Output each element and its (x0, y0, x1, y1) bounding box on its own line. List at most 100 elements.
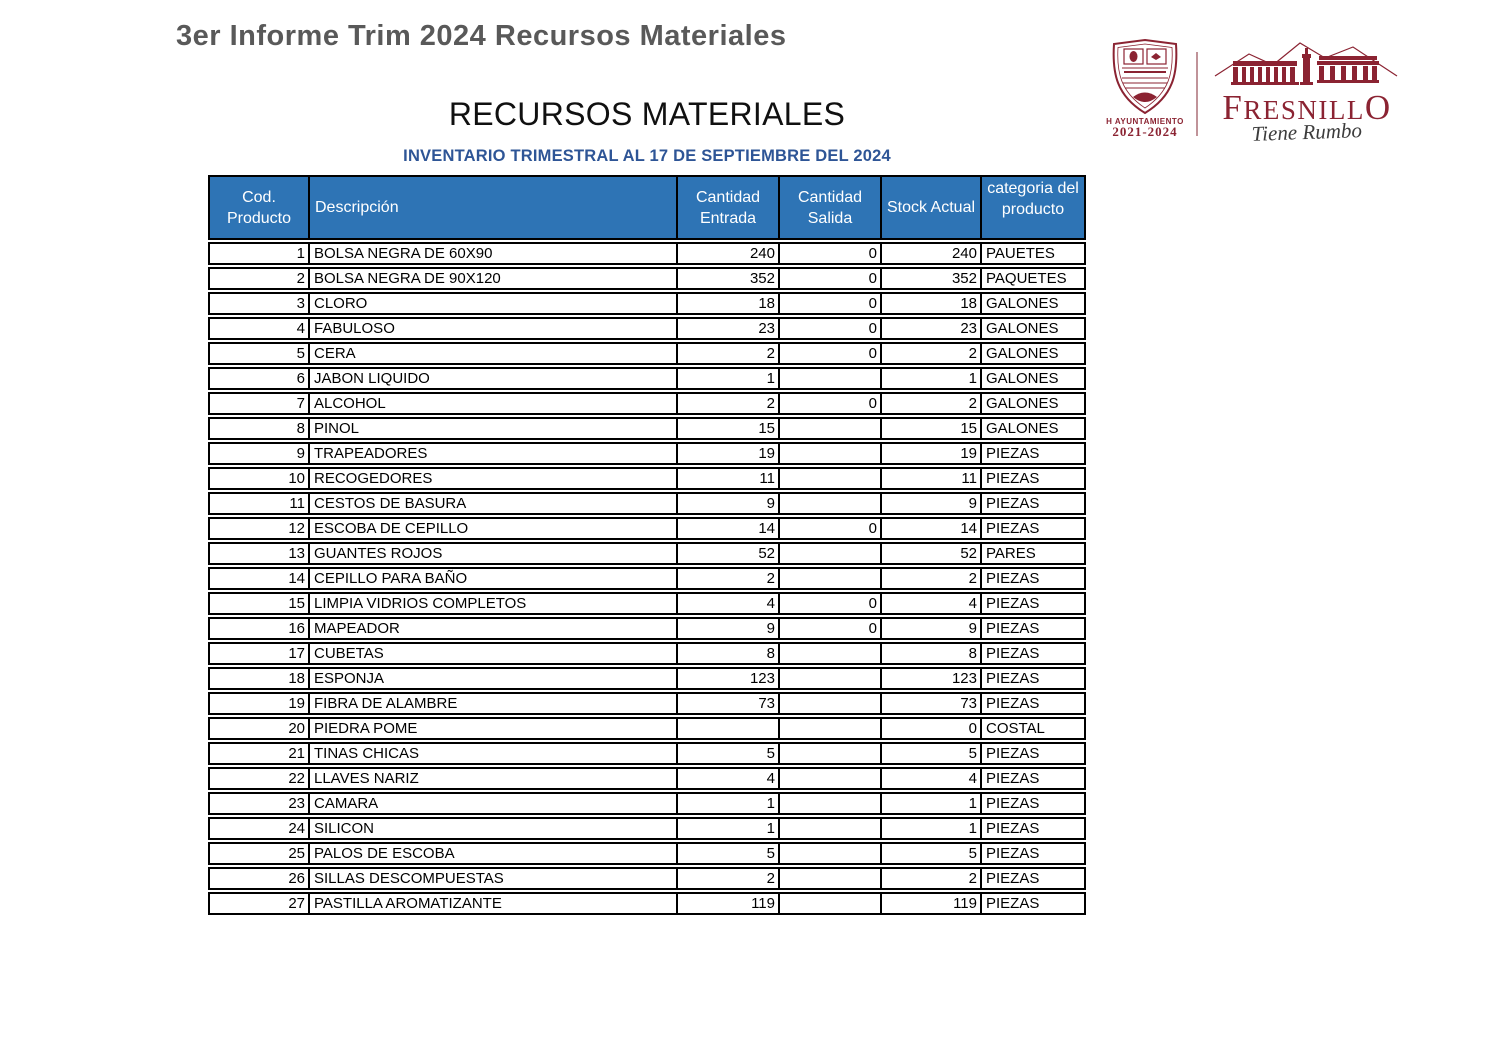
cell-entrada: 52 (678, 544, 780, 563)
cell-stock: 9 (882, 494, 982, 513)
col-header-cod-producto: Cod. Producto (210, 177, 310, 238)
crest-shield-icon (1112, 38, 1178, 115)
cell-entrada: 2 (678, 569, 780, 588)
section-title: RECURSOS MATERIALES (448, 96, 846, 132)
doc-title: 3er Informe Trim 2024 Recursos Materiale… (176, 20, 787, 52)
cell-entrada: 19 (678, 444, 780, 463)
cell-descripcion: TINAS CHICAS (310, 744, 678, 763)
cell-salida: 0 (780, 519, 882, 538)
cell-salida: 0 (780, 319, 882, 338)
section-head: RECURSOS MATERIALES INVENTARIO TRIMESTRA… (208, 96, 1086, 166)
table-row: 18 ESPONJA 123 123 PIEZAS (208, 667, 1086, 690)
cell-descripcion: ESPONJA (310, 669, 678, 688)
crest-years: 2021-2024 (1112, 124, 1178, 139)
cell-cod: 7 (210, 394, 310, 413)
cell-categoria: GALONES (986, 320, 1059, 337)
cell-entrada: 123 (678, 669, 780, 688)
cell-cod: 17 (210, 644, 310, 663)
table-row: 8 PINOL 15 15 GALONES (208, 417, 1086, 440)
cell-descripcion: CAMARA (310, 794, 678, 813)
col-header-categoria: categoria del producto (987, 180, 1079, 218)
cell-cod: 21 (210, 744, 310, 763)
cell-stock: 2 (882, 869, 982, 888)
table-header-row: Cod. Producto Descripción Cantidad Entra… (208, 175, 1086, 240)
cell-descripcion: ESCOBA DE CEPILLO (310, 519, 678, 538)
cell-salida (780, 544, 882, 563)
cell-stock: 123 (882, 669, 982, 688)
cell-salida (780, 444, 882, 463)
table-row: 26 SILLAS DESCOMPUESTAS 2 2 PIEZAS (208, 867, 1086, 890)
cell-salida (780, 744, 882, 763)
table-row: 1 BOLSA NEGRA DE 60X90 240 0 240 PAUETES (208, 242, 1086, 265)
cell-entrada: 1 (678, 794, 780, 813)
cell-entrada (678, 719, 780, 738)
cell-cod: 5 (210, 344, 310, 363)
cell-cod: 13 (210, 544, 310, 563)
table-row: 20 PIEDRA POME 0 COSTAL (208, 717, 1086, 740)
cell-categoria: PARES (986, 545, 1036, 562)
table-row: 2 BOLSA NEGRA DE 90X120 352 0 352 PAQUETES (208, 267, 1086, 290)
cell-cod: 18 (210, 669, 310, 688)
cell-descripcion: LIMPIA VIDRIOS COMPLETOS (310, 594, 678, 613)
table-row: 23 CAMARA 1 1 PIEZAS (208, 792, 1086, 815)
cell-descripcion: JABON LIQUIDO (310, 369, 678, 388)
table-row: 4 FABULOSO 23 0 23 GALONES (208, 317, 1086, 340)
cell-descripcion: CUBETAS (310, 644, 678, 663)
cell-cod: 6 (210, 369, 310, 388)
cell-categoria: PIEZAS (986, 620, 1040, 637)
cell-categoria: GALONES (986, 370, 1059, 387)
cell-descripcion: PASTILLA AROMATIZANTE (310, 894, 678, 913)
table-row: 10 RECOGEDORES 11 11 PIEZAS (208, 467, 1086, 490)
table-row: 15 LIMPIA VIDRIOS COMPLETOS 4 0 4 PIEZAS (208, 592, 1086, 615)
cell-descripcion: CEPILLO PARA BAÑO (310, 569, 678, 588)
cell-descripcion: FIBRA DE ALAMBRE (310, 694, 678, 713)
cell-salida: 0 (780, 269, 882, 288)
cell-descripcion: BOLSA NEGRA DE 90X120 (310, 269, 678, 288)
cell-stock: 5 (882, 744, 982, 763)
cell-salida: 0 (780, 594, 882, 613)
cell-categoria: PIEZAS (986, 470, 1040, 487)
cell-salida (780, 894, 882, 913)
cell-categoria: PIEZAS (986, 795, 1040, 812)
cell-cod: 24 (210, 819, 310, 838)
cell-salida (780, 644, 882, 663)
cell-stock: 1 (882, 794, 982, 813)
cell-stock: 19 (882, 444, 982, 463)
cell-entrada: 5 (678, 844, 780, 863)
cell-cod: 16 (210, 619, 310, 638)
cell-categoria: PAUETES (986, 245, 1055, 262)
cell-stock: 18 (882, 294, 982, 313)
cell-salida: 0 (780, 244, 882, 263)
cell-salida (780, 369, 882, 388)
cell-stock: 14 (882, 519, 982, 538)
cell-cod: 20 (210, 719, 310, 738)
cell-cod: 11 (210, 494, 310, 513)
cell-entrada: 14 (678, 519, 780, 538)
cell-salida (780, 819, 882, 838)
cell-cod: 8 (210, 419, 310, 438)
cell-categoria: PIEZAS (986, 595, 1040, 612)
cell-entrada: 23 (678, 319, 780, 338)
cell-entrada: 1 (678, 819, 780, 838)
crest-caption: H AYUNTAMIENTO (1106, 117, 1184, 126)
cell-descripcion: TRAPEADORES (310, 444, 678, 463)
table-row: 12 ESCOBA DE CEPILLO 14 0 14 PIEZAS (208, 517, 1086, 540)
col-header-descripcion: Descripción (310, 177, 678, 238)
cell-stock: 0 (882, 719, 982, 738)
cell-descripcion: GUANTES ROJOS (310, 544, 678, 563)
cell-categoria: GALONES (986, 295, 1059, 312)
cell-categoria: PIEZAS (986, 870, 1040, 887)
cell-descripcion: CERA (310, 344, 678, 363)
cell-cod: 15 (210, 594, 310, 613)
cell-cod: 1 (210, 244, 310, 263)
cell-categoria: PIEZAS (986, 770, 1040, 787)
inventory-table: Cod. Producto Descripción Cantidad Entra… (208, 175, 1086, 917)
cell-salida (780, 469, 882, 488)
municipal-crest-logo: H AYUNTAMIENTO 2021-2024 (1100, 34, 1190, 140)
cell-stock: 9 (882, 619, 982, 638)
cell-stock: 5 (882, 844, 982, 863)
cell-stock: 352 (882, 269, 982, 288)
cell-cod: 4 (210, 319, 310, 338)
cell-salida: 0 (780, 344, 882, 363)
